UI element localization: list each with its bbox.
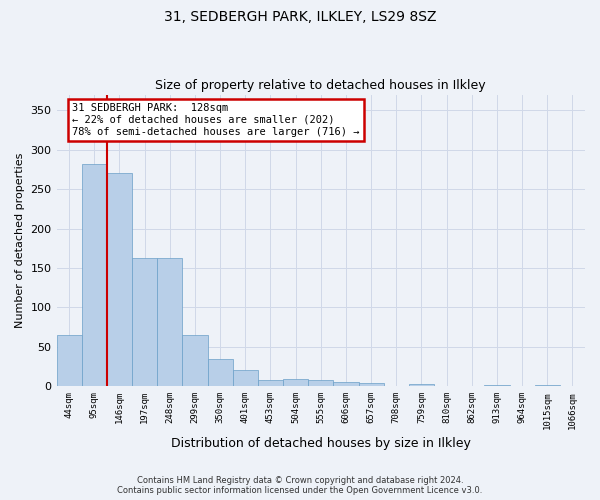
Bar (56, 335, 82, 386)
Bar (132, 258, 157, 386)
Bar (359, 383, 383, 386)
Bar (308, 380, 334, 386)
Bar (182, 335, 208, 386)
Text: 31 SEDBERGH PARK:  128sqm
← 22% of detached houses are smaller (202)
78% of semi: 31 SEDBERGH PARK: 128sqm ← 22% of detach… (73, 104, 360, 136)
Text: Contains HM Land Registry data © Crown copyright and database right 2024.
Contai: Contains HM Land Registry data © Crown c… (118, 476, 482, 495)
Bar (208, 358, 233, 386)
Y-axis label: Number of detached properties: Number of detached properties (15, 152, 25, 328)
Bar (107, 174, 132, 386)
Bar (82, 164, 107, 386)
Title: Size of property relative to detached houses in Ilkley: Size of property relative to detached ho… (155, 79, 486, 92)
Bar (283, 379, 308, 386)
Bar (409, 384, 434, 386)
Bar (233, 370, 258, 386)
Bar (334, 382, 359, 386)
Bar (484, 384, 509, 386)
Text: 31, SEDBERGH PARK, ILKLEY, LS29 8SZ: 31, SEDBERGH PARK, ILKLEY, LS29 8SZ (164, 10, 436, 24)
Bar (157, 258, 182, 386)
Bar (258, 380, 283, 386)
X-axis label: Distribution of detached houses by size in Ilkley: Distribution of detached houses by size … (171, 437, 471, 450)
Bar (535, 384, 560, 386)
